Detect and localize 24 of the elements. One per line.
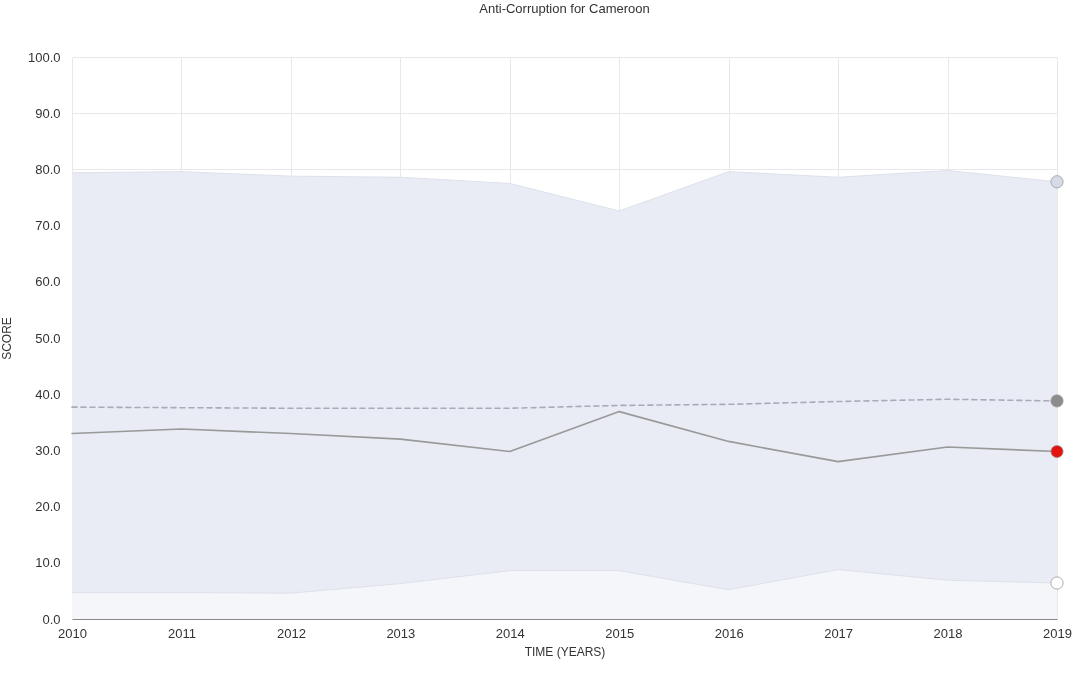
y-tick-label: 50.0 — [35, 330, 61, 346]
x-tick-label: 2019 — [1043, 625, 1072, 641]
x-axis-title: TIME (YEARS) — [524, 644, 606, 659]
y-tick-label: 30.0 — [35, 442, 61, 458]
y-tick-label: 60.0 — [35, 274, 61, 290]
y-tick-label: 0.0 — [42, 611, 61, 627]
x-tick-label: 2014 — [495, 625, 525, 641]
y-tick-label: 100.0 — [27, 49, 61, 65]
y-tick-label: 40.0 — [35, 386, 61, 402]
y-tick-label: 90.0 — [35, 105, 61, 121]
x-tick-label: 2011 — [167, 625, 196, 641]
y-tick-label: 70.0 — [35, 218, 61, 234]
x-tick-label: 2016 — [714, 625, 744, 641]
x-tick-label: 2012 — [276, 625, 306, 641]
x-tick-label: 2010 — [58, 625, 87, 641]
x-tick-label: 2015 — [605, 625, 635, 641]
y-tick-label: 80.0 — [35, 161, 61, 177]
x-tick-label: 2017 — [824, 625, 854, 641]
x-tick-label: 2013 — [386, 625, 416, 641]
y-tick-label: 10.0 — [35, 555, 61, 571]
x-tick-label: 2018 — [933, 625, 963, 641]
y-tick-label: 20.0 — [35, 499, 61, 515]
chart-title: Anti-Corruption for Cameroon — [479, 1, 650, 16]
y-axis-title: SCORE — [0, 317, 14, 360]
